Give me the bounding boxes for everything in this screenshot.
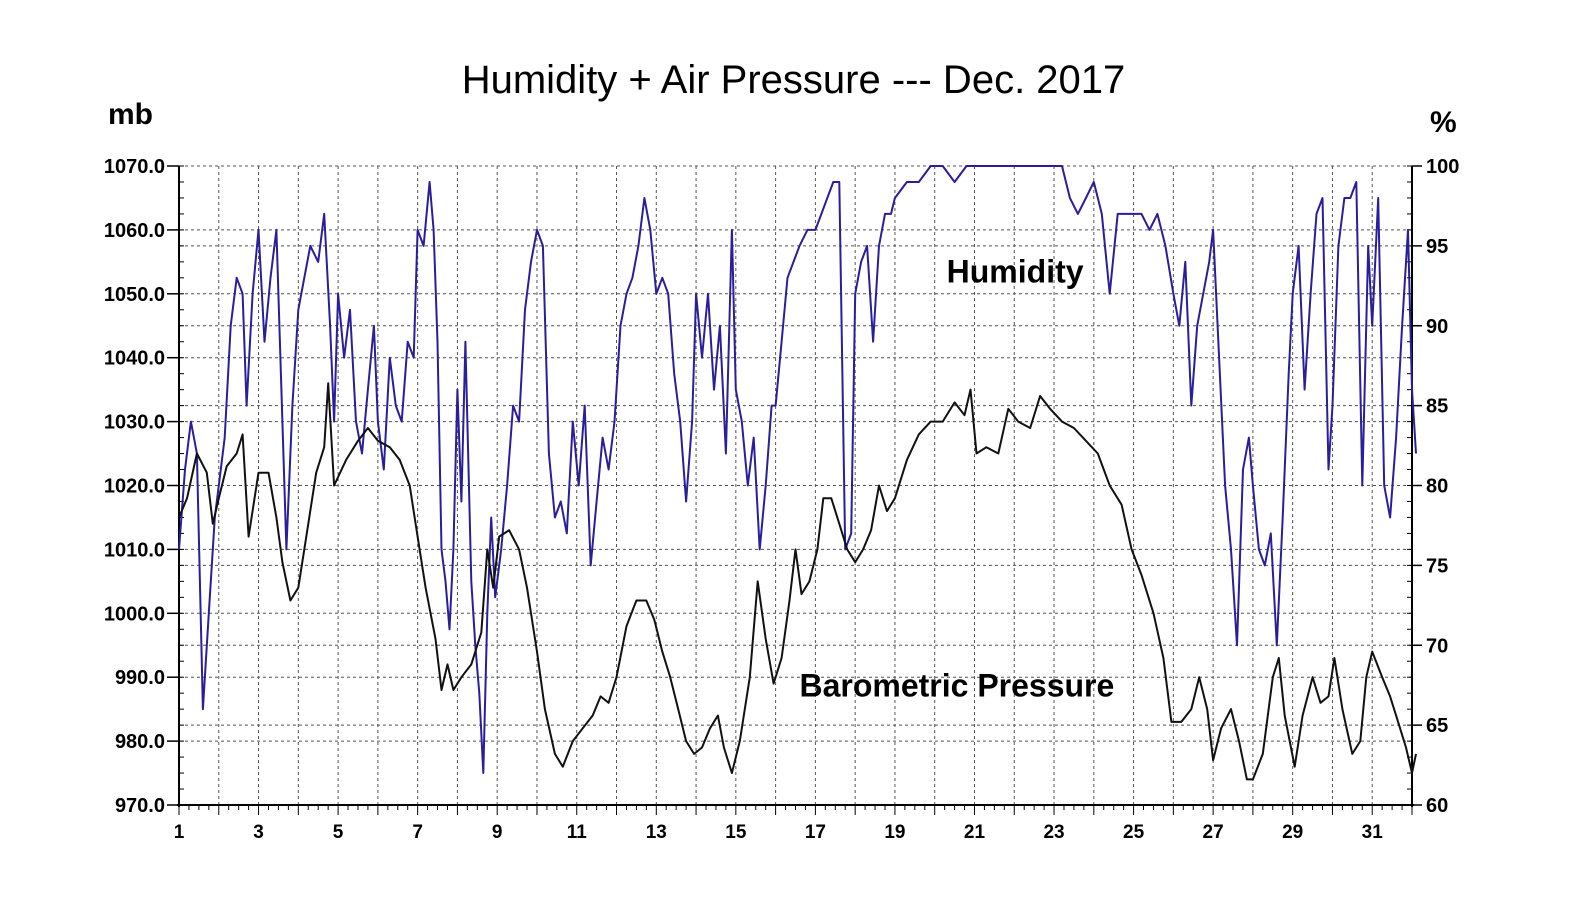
x-tick-label: 29 bbox=[1282, 822, 1303, 843]
left-tick-label: 1000.0 bbox=[104, 603, 165, 625]
x-tick-label: 9 bbox=[492, 822, 503, 843]
pressure-series-line bbox=[178, 382, 1417, 781]
right-tick-label: 65 bbox=[1426, 715, 1448, 737]
x-tick-label: 1 bbox=[174, 822, 185, 843]
humidity-series-line bbox=[178, 165, 1417, 774]
left-tick-label: 970.0 bbox=[115, 795, 165, 817]
x-tick-label: 3 bbox=[253, 822, 264, 843]
x-tick-label: 31 bbox=[1362, 822, 1384, 843]
x-tick-label: 15 bbox=[725, 822, 747, 843]
right-tick-label: 60 bbox=[1426, 795, 1448, 817]
left-tick-label: 1050.0 bbox=[104, 284, 165, 306]
right-axis-unit-label: % bbox=[1430, 106, 1457, 139]
left-tick-label: 1020.0 bbox=[104, 476, 165, 498]
chart-title: Humidity + Air Pressure --- Dec. 2017 bbox=[461, 58, 1126, 102]
left-tick-label: 1030.0 bbox=[104, 412, 165, 434]
left-tick-label: 1010.0 bbox=[104, 539, 165, 561]
x-tick-label: 23 bbox=[1043, 822, 1064, 843]
right-tick-label: 100 bbox=[1426, 156, 1459, 178]
left-tick-label: 1070.0 bbox=[104, 156, 165, 178]
x-tick-label: 17 bbox=[805, 822, 826, 843]
right-tick-label: 75 bbox=[1426, 555, 1448, 577]
pressure-annotation: Barometric Pressure bbox=[799, 667, 1114, 703]
right-tick-label: 80 bbox=[1426, 476, 1448, 498]
right-tick-label: 85 bbox=[1426, 396, 1448, 418]
x-tick-label: 25 bbox=[1123, 822, 1145, 843]
right-tick-label: 70 bbox=[1426, 635, 1448, 657]
x-tick-label: 13 bbox=[646, 822, 667, 843]
left-tick-label: 980.0 bbox=[115, 731, 165, 753]
right-tick-label: 95 bbox=[1426, 236, 1448, 258]
humidity-annotation: Humidity bbox=[947, 254, 1084, 290]
left-tick-label: 1040.0 bbox=[104, 348, 165, 370]
left-axis-unit-label: mb bbox=[108, 98, 153, 131]
left-tick-label: 990.0 bbox=[115, 667, 165, 689]
x-tick-label: 21 bbox=[964, 822, 986, 843]
x-tick-label: 7 bbox=[412, 822, 423, 843]
x-tick-label: 27 bbox=[1203, 822, 1224, 843]
x-tick-label: 19 bbox=[884, 822, 905, 843]
x-tick-label: 11 bbox=[567, 822, 588, 843]
x-tick-label: 5 bbox=[333, 822, 344, 843]
left-tick-label: 1060.0 bbox=[104, 220, 165, 242]
right-tick-label: 90 bbox=[1426, 316, 1448, 338]
